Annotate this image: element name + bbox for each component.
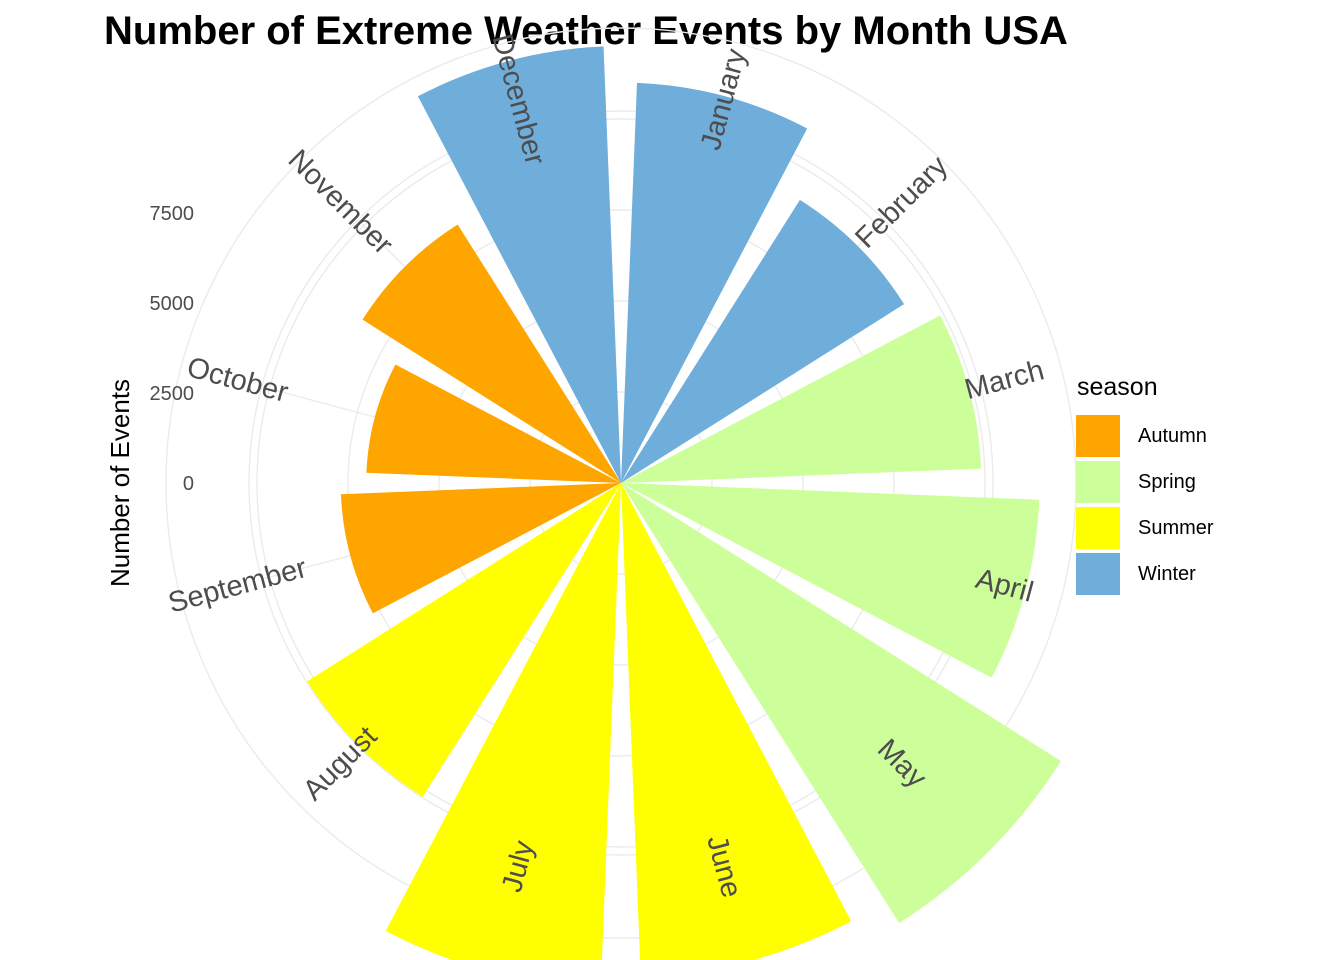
bar-january: [621, 82, 808, 484]
legend-title: season: [1077, 373, 1158, 401]
legend-key-summer: [1076, 507, 1120, 549]
bar-june: [621, 483, 852, 960]
radial-tick-label: 5000: [150, 293, 195, 315]
legend-item-spring: Spring: [1076, 459, 1214, 505]
month-label-october: October: [184, 351, 292, 409]
y-axis-title: Number of Events: [105, 379, 135, 587]
legend-item-autumn: Autumn: [1076, 413, 1214, 459]
legend-label: Winter: [1138, 562, 1196, 585]
radial-tick-label: 0: [183, 473, 194, 495]
month-label-november: November: [282, 144, 399, 261]
bar-july: [385, 483, 621, 960]
chart-title: Number of Extreme Weather Events by Mont…: [104, 9, 1068, 53]
radial-tick-labels: 0 2500 5000 7500: [150, 203, 195, 495]
month-label-august: August: [297, 720, 383, 806]
legend-key-winter: [1076, 553, 1120, 595]
grid-ring: [347, 209, 895, 757]
legend-label: Summer: [1138, 516, 1214, 539]
legend: season Autumn Spring Summer Winter: [1076, 372, 1214, 597]
month-label-march: March: [961, 354, 1047, 406]
radial-tick-label: 2500: [150, 383, 195, 405]
bar-december: [417, 46, 621, 484]
grid-ring: [529, 391, 713, 575]
bar-february: [621, 199, 905, 483]
bar-april: [621, 483, 1040, 678]
grid-ring: [438, 300, 804, 666]
bar-october: [366, 364, 621, 483]
bars: [307, 46, 1062, 960]
grid-ring: [248, 110, 994, 856]
radial-tick-label: 7500: [150, 203, 195, 225]
bar-may: [621, 483, 1062, 924]
legend-label: Autumn: [1138, 424, 1207, 447]
legend-key-autumn: [1076, 415, 1120, 457]
grid-ring: [256, 118, 986, 848]
bar-november: [362, 224, 621, 483]
bar-march: [621, 315, 982, 483]
bar-august: [307, 483, 621, 797]
legend-key-spring: [1076, 461, 1120, 503]
legend-item-winter: Winter: [1076, 551, 1214, 597]
month-label-september: September: [165, 552, 311, 620]
legend-item-summer: Summer: [1076, 505, 1214, 551]
legend-label: Spring: [1138, 470, 1196, 493]
bar-september: [340, 483, 621, 614]
